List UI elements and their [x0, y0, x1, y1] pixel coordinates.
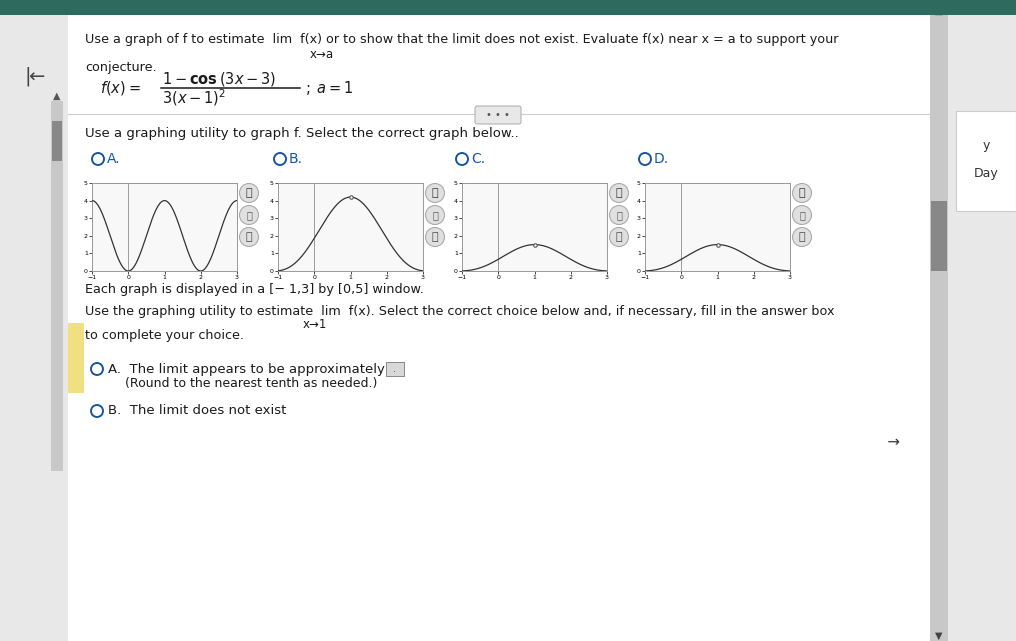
Text: ▲: ▲	[936, 6, 943, 16]
Text: Use a graphing utility to graph f. Select the correct graph below..: Use a graphing utility to graph f. Selec…	[85, 126, 519, 140]
Text: 🔍: 🔍	[799, 188, 806, 198]
Text: x→a: x→a	[310, 47, 334, 60]
Circle shape	[426, 228, 445, 247]
FancyBboxPatch shape	[52, 121, 62, 161]
FancyBboxPatch shape	[931, 201, 947, 271]
Text: 🔍: 🔍	[432, 210, 438, 220]
Circle shape	[240, 183, 258, 203]
Text: A.  The limit appears to be approximately: A. The limit appears to be approximately	[108, 363, 385, 376]
Text: (Round to the nearest tenth as needed.): (Round to the nearest tenth as needed.)	[125, 376, 377, 390]
Text: y: y	[982, 140, 990, 153]
Text: • • •: • • •	[486, 110, 510, 120]
FancyBboxPatch shape	[930, 0, 948, 641]
Circle shape	[610, 228, 629, 247]
Text: 🔍: 🔍	[799, 210, 805, 220]
Text: 🔍: 🔍	[616, 210, 622, 220]
Text: 🔍: 🔍	[432, 188, 438, 198]
Text: A.: A.	[107, 152, 121, 166]
Text: Use a graph of f to estimate  lim  f(x) or to show that the limit does not exist: Use a graph of f to estimate lim f(x) or…	[85, 33, 838, 47]
Circle shape	[426, 206, 445, 224]
Text: Day: Day	[973, 167, 999, 179]
Text: $;\; a = 1$: $;\; a = 1$	[305, 79, 354, 97]
FancyBboxPatch shape	[68, 323, 84, 393]
Text: x→1: x→1	[303, 317, 327, 331]
Text: ⤢: ⤢	[432, 232, 438, 242]
Text: .: .	[393, 364, 396, 374]
Text: ⤢: ⤢	[246, 232, 252, 242]
Text: $f(x) =$: $f(x) =$	[100, 79, 140, 97]
Text: $1 - \mathbf{cos}\,(3x - 3)$: $1 - \mathbf{cos}\,(3x - 3)$	[162, 70, 276, 88]
Text: 🔍: 🔍	[246, 210, 252, 220]
Text: ↗: ↗	[882, 433, 902, 453]
Text: to complete your choice.: to complete your choice.	[85, 329, 244, 342]
FancyBboxPatch shape	[68, 15, 930, 641]
FancyBboxPatch shape	[0, 0, 1016, 15]
FancyBboxPatch shape	[475, 106, 521, 124]
Text: C.: C.	[471, 152, 485, 166]
Text: ▲: ▲	[53, 91, 61, 101]
Circle shape	[792, 228, 812, 247]
Circle shape	[792, 206, 812, 224]
Circle shape	[610, 206, 629, 224]
Circle shape	[610, 183, 629, 203]
Text: Each graph is displayed in a [− 1,3] by [0,5] window.: Each graph is displayed in a [− 1,3] by …	[85, 283, 424, 296]
FancyBboxPatch shape	[956, 111, 1016, 211]
Circle shape	[792, 183, 812, 203]
Circle shape	[240, 206, 258, 224]
Text: ⤢: ⤢	[616, 232, 623, 242]
Text: 🔍: 🔍	[246, 188, 252, 198]
Text: conjecture.: conjecture.	[85, 62, 156, 74]
Circle shape	[426, 183, 445, 203]
Text: $3(x-1)^2$: $3(x-1)^2$	[162, 88, 227, 108]
Text: B.: B.	[289, 152, 303, 166]
Text: B.  The limit does not exist: B. The limit does not exist	[108, 404, 287, 417]
Text: ⤢: ⤢	[799, 232, 806, 242]
FancyBboxPatch shape	[51, 101, 63, 471]
Text: Use the graphing utility to estimate  lim  f(x). Select the correct choice below: Use the graphing utility to estimate lim…	[85, 304, 834, 317]
Text: 🔍: 🔍	[616, 188, 623, 198]
Text: ▼: ▼	[936, 631, 943, 641]
Text: $\mathsf{|\!\!\leftarrow}$: $\mathsf{|\!\!\leftarrow}$	[24, 65, 46, 88]
Text: D.: D.	[654, 152, 670, 166]
FancyBboxPatch shape	[385, 362, 403, 376]
Circle shape	[240, 228, 258, 247]
